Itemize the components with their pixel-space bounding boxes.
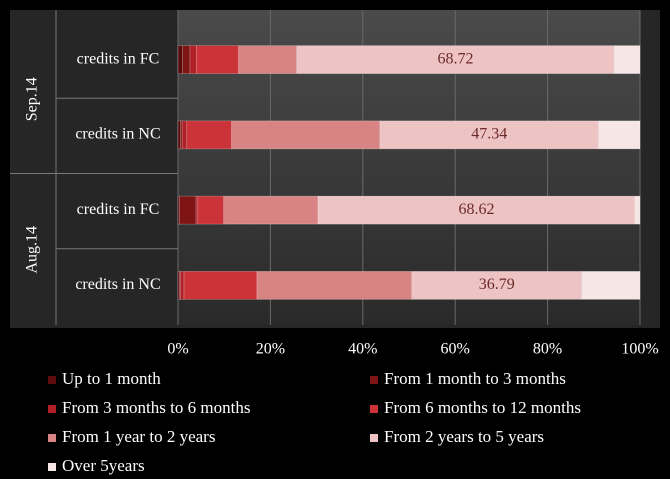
bar-segment — [598, 120, 641, 150]
bar-segment — [180, 271, 185, 300]
x-tick-label: 20% — [256, 341, 285, 358]
bar-segment — [196, 45, 239, 74]
bar-segment — [182, 45, 191, 74]
legend-swatch — [48, 434, 56, 442]
category-label: credits in NC — [75, 126, 160, 143]
legend-swatch — [48, 376, 56, 384]
x-tick-label: 0% — [167, 341, 188, 358]
data-label: 68.62 — [458, 201, 494, 218]
legend-swatch — [370, 376, 378, 384]
legend-swatch — [48, 463, 56, 471]
legend-swatch — [48, 405, 56, 413]
data-label: 47.34 — [471, 126, 507, 143]
category-label: credits in NC — [75, 276, 160, 293]
legend-swatch — [370, 434, 378, 442]
legend-label: Over 5years — [62, 456, 145, 475]
legend-label: From 2 years to 5 years — [384, 427, 544, 446]
bar-segment — [296, 45, 615, 74]
bar-segment — [379, 120, 599, 150]
x-tick-label: 60% — [441, 341, 470, 358]
category-label: credits in FC — [77, 201, 160, 218]
bar-segment — [181, 120, 188, 150]
bar-segment — [177, 45, 183, 74]
bar-segment — [223, 195, 319, 225]
group-label: Aug.14 — [24, 226, 41, 274]
bar-segment — [177, 120, 181, 150]
bar-segment — [179, 195, 197, 225]
bar-segment — [256, 271, 413, 300]
bar-segment — [183, 271, 258, 300]
legend-label: From 6 months to 12 months — [384, 398, 581, 417]
data-label: 36.79 — [479, 276, 515, 293]
category-label: credits in FC — [77, 50, 160, 67]
legend-swatch — [370, 405, 378, 413]
bar-segment — [186, 120, 232, 150]
legend-label: From 1 year to 2 years — [62, 427, 215, 446]
legend-label: From 3 months to 6 months — [62, 398, 250, 417]
bar-segment — [238, 45, 298, 74]
bar-segment — [613, 45, 641, 74]
legend-label: From 1 month to 3 months — [384, 369, 566, 388]
bar-segment — [189, 45, 197, 74]
legend-label: Up to 1 month — [62, 369, 161, 388]
bar-segment — [197, 195, 225, 225]
x-tick-label: 40% — [348, 341, 377, 358]
bar-segment — [231, 120, 381, 150]
bar-segment — [317, 195, 636, 225]
x-tick-label: 80% — [533, 341, 562, 358]
group-label: Sep.14 — [24, 77, 41, 121]
data-label: 68.72 — [437, 50, 473, 67]
bar-segment — [634, 195, 641, 225]
x-tick-label: 100% — [621, 341, 658, 358]
bar-segment — [581, 271, 641, 300]
